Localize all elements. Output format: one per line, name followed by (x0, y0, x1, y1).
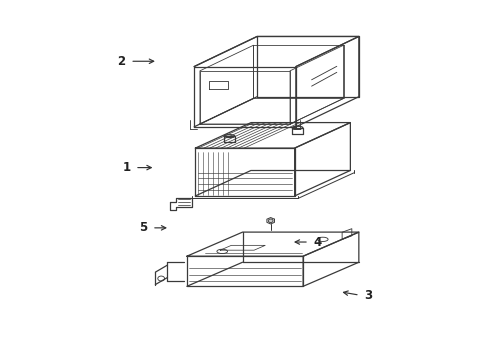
Text: 3: 3 (365, 289, 372, 302)
Text: 4: 4 (314, 235, 322, 248)
Text: 1: 1 (122, 161, 130, 174)
Text: 5: 5 (139, 221, 147, 234)
Text: 2: 2 (118, 55, 125, 68)
Circle shape (269, 219, 273, 222)
